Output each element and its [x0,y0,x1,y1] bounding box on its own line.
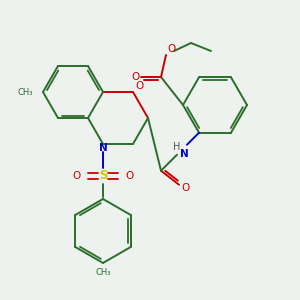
Text: O: O [135,81,143,91]
Text: O: O [167,44,175,54]
Text: CH₃: CH₃ [17,88,33,97]
Text: O: O [73,171,81,181]
Text: O: O [131,72,139,82]
Text: H: H [173,142,181,152]
Text: CH₃: CH₃ [95,268,111,278]
Text: N: N [99,143,107,153]
Text: S: S [99,169,107,182]
Text: O: O [125,171,133,181]
Text: N: N [180,149,188,159]
Text: O: O [182,183,190,193]
